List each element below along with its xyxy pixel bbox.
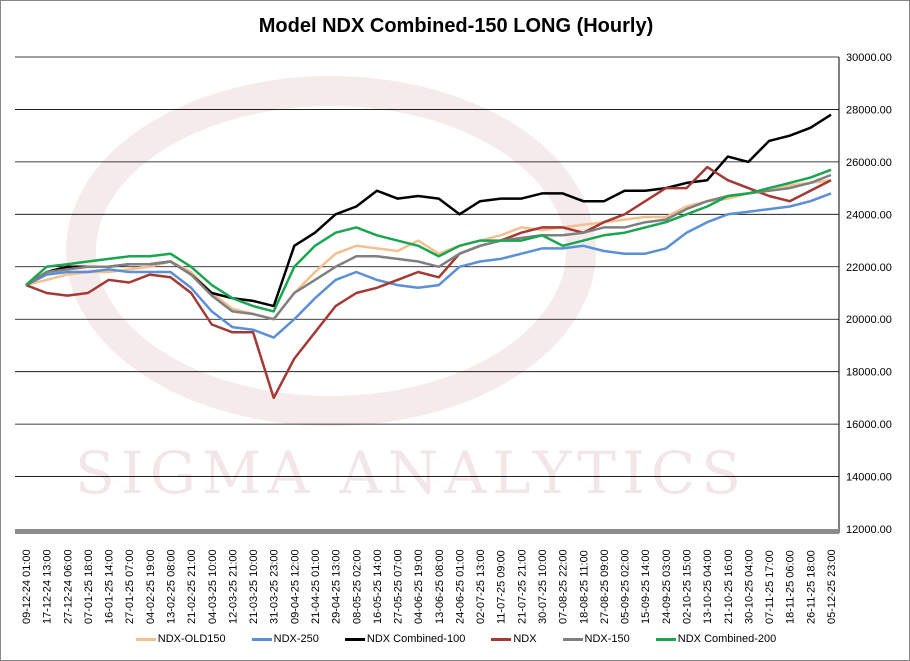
x-tick-label: 04-03-25 10:00 (207, 549, 219, 624)
series-line-ndx-combined-200 (25, 168, 832, 313)
legend-item: NDX-150 (562, 633, 630, 645)
legend-swatch (344, 637, 365, 641)
legend-label: NDX-OLD150 (157, 633, 226, 645)
legend-item: NDX Combined-200 (655, 633, 777, 645)
x-tick-label: 02-10-25 15:00 (682, 549, 694, 624)
series-line-ndx-150 (25, 173, 832, 321)
x-tick-label: 21-02-25 21:00 (186, 549, 198, 624)
x-tick-label: 18-08-25 11:00 (578, 550, 590, 624)
series-line-ndx (25, 165, 832, 400)
x-tick-label: 27-05-25 07:00 (393, 549, 405, 624)
x-tick-label: 11-07-25 09:00 (496, 550, 508, 624)
x-tick-label: 13-02-25 08:00 (165, 549, 177, 624)
x-tick-label: 29-04-25 13:00 (331, 549, 343, 624)
x-tick-label: 12-03-25 21:00 (227, 549, 239, 624)
y-tick-label: 30000.00 (846, 52, 892, 64)
x-tick-label: 21-10-25 16:00 (723, 549, 735, 624)
x-tick-label: 13-06-25 08:00 (434, 549, 446, 624)
x-tick-label: 18-11-25 06:00 (785, 550, 797, 624)
x-tick-label: 15-09-25 14:00 (640, 549, 652, 624)
legend-label: NDX Combined-200 (677, 633, 777, 645)
x-tick-label: 04-06-25 19:00 (413, 549, 425, 624)
legend-item: NDX-250 (251, 633, 319, 645)
x-tick-label: 17-12-24 13:00 (42, 549, 54, 624)
legend-label: NDX-150 (584, 633, 630, 645)
y-tick-label: 28000.00 (846, 104, 892, 116)
x-tick-label: 27-01-25 07:00 (124, 549, 136, 624)
x-tick-label: 02-07-25 13:00 (475, 549, 487, 624)
watermark-logo: SIGMA ANALYTICS (75, 439, 747, 507)
y-tick-label: 26000.00 (846, 157, 892, 169)
x-tick-label: 07-01-25 18:00 (83, 549, 95, 624)
x-tick-label: 16-05-25 14:00 (372, 549, 384, 624)
legend-swatch (251, 637, 272, 641)
x-tick-label: 24-09-25 03:00 (661, 549, 673, 624)
x-tick-label: 27-08-25 09:00 (599, 549, 611, 624)
series-line-ndx-250 (25, 192, 832, 339)
y-tick-label: 22000.00 (846, 262, 892, 274)
y-tick-label: 18000.00 (846, 367, 892, 379)
chart-title: Model NDX Combined-150 LONG (Hourly) (258, 15, 654, 37)
legend-label: NDX (513, 633, 537, 645)
x-tick-label: 09-12-24 01:00 (21, 549, 33, 624)
x-tick-label: 04-02-25 19:00 (145, 549, 157, 624)
x-tick-label: 09-04-25 12:00 (289, 549, 301, 624)
y-tick-label: 24000.00 (846, 209, 892, 221)
legend-swatch (491, 637, 512, 641)
x-axis-bar (15, 529, 839, 534)
x-tick-label: 21-03-25 10:00 (248, 549, 260, 624)
x-tick-label: 27-12-24 06:00 (62, 549, 74, 624)
x-tick-label: 21-07-25 21:00 (516, 549, 528, 624)
x-tick-label: 08-05-25 02:00 (351, 549, 363, 624)
x-tick-label: 26-11-25 18:00 (805, 550, 817, 624)
x-tick-label: 16-01-25 14:00 (104, 549, 116, 624)
legend-item: NDX-OLD150 (135, 633, 226, 645)
legend-label: NDX-250 (273, 633, 319, 645)
legend-swatch (655, 637, 676, 641)
x-tick-label: 07-08-25 22:00 (558, 549, 570, 624)
y-tick-label: 20000.00 (846, 314, 892, 326)
x-tick-label: 30-10-25 04:00 (743, 549, 755, 624)
x-tick-label: 24-06-25 01:00 (454, 549, 466, 624)
watermark-swoosh (66, 76, 596, 426)
x-tick-label: 05-09-25 02:00 (620, 549, 632, 624)
legend-swatch (562, 637, 583, 641)
y-tick-label: 12000.00 (846, 524, 892, 536)
x-tick-label: 05-12-25 23:00 (826, 549, 838, 624)
legend-item: NDX Combined-100 (344, 633, 466, 645)
x-tick-label: 21-04-25 01:00 (310, 549, 322, 624)
x-tick-label: 30-07-25 10:00 (537, 549, 549, 624)
x-tick-label: 07-11-25 17:00 (764, 550, 776, 624)
legend-label: NDX Combined-100 (366, 633, 466, 645)
legend-swatch (135, 637, 156, 641)
x-tick-label: 13-10-25 04:00 (702, 549, 714, 624)
legend-item: NDX (491, 633, 537, 645)
x-tick-label: 31-03-25 23:00 (269, 549, 281, 624)
y-tick-label: 16000.00 (846, 419, 892, 431)
legend: NDX-OLD150 NDX-250 NDX Combined-100 NDX NDX-… (1, 633, 909, 645)
y-tick-label: 14000.00 (846, 472, 892, 484)
